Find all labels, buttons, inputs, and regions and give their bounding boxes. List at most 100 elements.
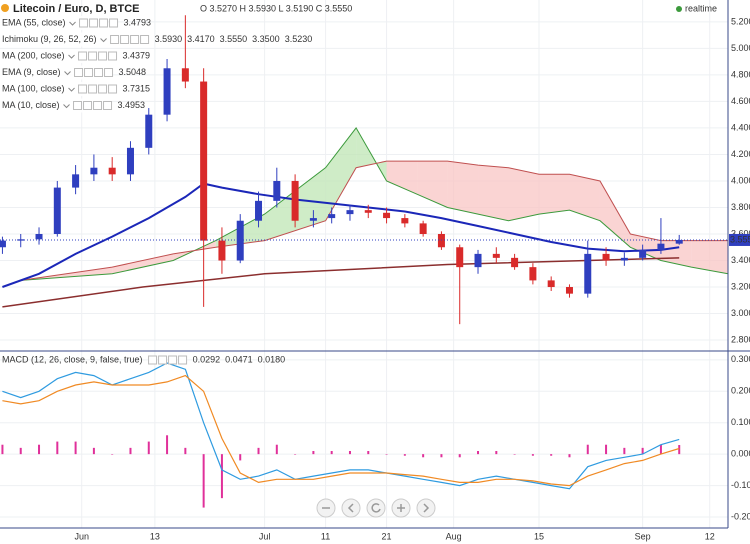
candle-body [35, 233, 43, 240]
candle-body [547, 280, 555, 288]
histogram-bar [294, 454, 297, 455]
legend-caret [64, 71, 71, 76]
scroll-right-button[interactable] [416, 498, 436, 518]
legend-button [93, 101, 103, 110]
legend-button [178, 355, 188, 365]
legend-row-bg [0, 82, 104, 96]
legend-caret [63, 104, 70, 109]
y-tick-label: 3.6000 [731, 228, 750, 238]
zoom-out-button[interactable] [316, 498, 336, 518]
histogram-bar [586, 444, 589, 455]
x-tick-label: 21 [382, 531, 392, 541]
ichimoku-cloud [478, 165, 509, 221]
symbol-icon [1, 4, 9, 12]
legend-button [130, 35, 140, 44]
candle-body [328, 214, 336, 219]
candle-body [437, 233, 445, 248]
y-tick-label: 0.3000 [731, 354, 750, 364]
x-tick-label: 13 [150, 531, 160, 541]
y-tick-label: -0.1000 [731, 480, 750, 490]
ichimoku-cloud [569, 174, 600, 221]
candle-body [200, 81, 208, 241]
x-tick-label: Jun [74, 531, 89, 541]
ichimoku-cloud [691, 240, 728, 274]
ohlc-readout: O 3.5270 H 3.5930 L 3.5190 C 3.5550 [200, 3, 352, 13]
legend-button [79, 18, 89, 28]
legend-button [78, 84, 88, 94]
plot-layer [0, 15, 729, 508]
candle-body [126, 147, 134, 175]
candle-body [273, 180, 281, 201]
histogram-bar [111, 454, 114, 455]
histogram-bar [1, 444, 4, 455]
legend-name: MA (10, close) [2, 100, 60, 110]
status: realtime [685, 3, 717, 13]
legend-button [89, 18, 99, 28]
legend-button [99, 18, 109, 28]
status-dot [676, 6, 682, 12]
ichimoku-cloud [508, 167, 539, 221]
candle-body [474, 253, 482, 268]
histogram-bar [348, 451, 351, 455]
histogram-bar [147, 441, 150, 455]
histogram-bar [403, 454, 406, 456]
macd-name: MACD (12, 26, close, 9, false, true) [2, 354, 143, 364]
y-tick-label: 5.0000 [731, 43, 750, 53]
legend-readout: 0.0292 [193, 354, 221, 364]
last-price-label: 3.5550 [730, 234, 750, 244]
legend-layer: Litecoin / Euro, D, BTCE O 3.5270 H 3.59… [0, 3, 717, 365]
candle-body [255, 200, 263, 221]
y-tick-label: 4.4000 [731, 122, 750, 132]
x-tick-label: 15 [534, 531, 544, 541]
legend-button [98, 84, 108, 94]
candle-body [108, 167, 116, 175]
legend-button [104, 68, 114, 77]
x-tick-label: Jul [259, 531, 271, 541]
candle-body [511, 257, 519, 268]
candle-body [675, 239, 683, 244]
y-tick-label: 5.2000 [731, 16, 750, 26]
legend-readout: 3.4793 [124, 17, 152, 27]
legend-caret [68, 54, 75, 59]
y-tick-label: 4.8000 [731, 69, 750, 79]
legend-readout: 3.4170 [187, 34, 215, 44]
legend-caret [100, 38, 107, 43]
legend-button [103, 101, 113, 110]
ichimoku-cloud [417, 161, 448, 208]
legend-button [73, 101, 83, 110]
zoom-in-button[interactable] [391, 498, 411, 518]
indicator-line [2, 257, 680, 308]
legend-readout: 3.7315 [123, 83, 151, 93]
histogram-bar [659, 444, 662, 455]
legend-row-bg [0, 16, 104, 30]
zoom-controls [316, 498, 436, 518]
ichimoku-cloud [386, 161, 418, 195]
histogram-bar [531, 454, 534, 456]
macd-line [2, 374, 680, 487]
leading-span-b [20, 160, 728, 281]
legend-readout: 3.5048 [119, 67, 147, 77]
candle-body [419, 223, 427, 234]
legend-readout: 3.5550 [220, 34, 248, 44]
candle-body [364, 210, 372, 213]
legend-button [140, 35, 150, 44]
legend-name: EMA (9, close) [2, 67, 61, 77]
histogram-bar [477, 451, 480, 455]
scroll-left-button[interactable] [341, 498, 361, 518]
legend-name: MA (200, close) [2, 50, 65, 60]
legend-readout: 3.4953 [118, 100, 146, 110]
legend-button [108, 51, 118, 61]
legend-button [110, 35, 120, 44]
candle-body [0, 240, 6, 248]
y-tick-label: 4.6000 [731, 96, 750, 106]
histogram-bar [568, 454, 571, 458]
legend-name: Ichimoku (9, 26, 52, 26) [2, 34, 97, 44]
histogram-bar [129, 447, 132, 455]
candle-body [401, 218, 409, 224]
ichimoku-cloud [630, 233, 661, 261]
ichimoku-cloud [112, 253, 174, 274]
reset-button[interactable] [366, 498, 386, 518]
x-tick-label: 12 [705, 531, 715, 541]
legend-readout: 3.5930 [155, 34, 183, 44]
legend-readout: 3.5230 [285, 34, 313, 44]
